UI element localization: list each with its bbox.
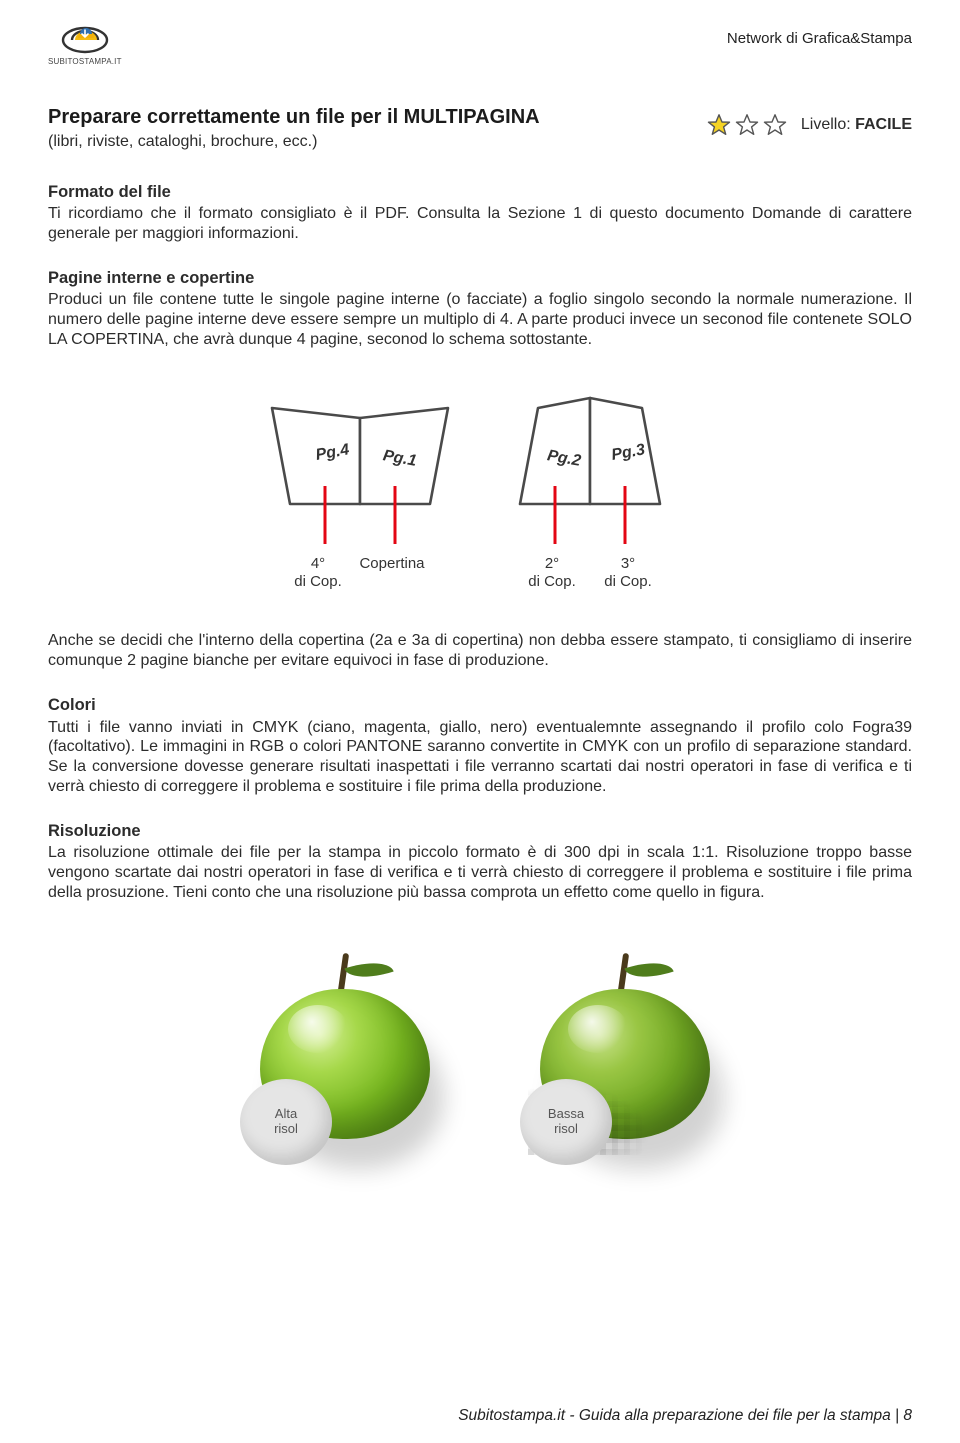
network-label: Network di Grafica&Stampa	[727, 30, 912, 49]
badge-high: Altarisol	[240, 1079, 332, 1165]
svg-text:3°: 3°	[621, 555, 635, 572]
section-body-pagine: Produci un file contene tutte le singole…	[48, 290, 912, 349]
logo-caption: SUBITOSTAMPA.IT	[48, 57, 122, 67]
difficulty-label: Livello: FACILE	[801, 115, 912, 135]
apple-low-res: Bassarisol	[510, 939, 730, 1169]
svg-text:di Cop.: di Cop.	[294, 573, 342, 590]
section-title-formato: Formato del file	[48, 182, 912, 202]
section-title-colori: Colori	[48, 695, 912, 715]
section-body-colori: Tutti i file vanno inviati in CMYK (cian…	[48, 718, 912, 797]
svg-text:2°: 2°	[545, 555, 559, 572]
footer: Subitostampa.it - Guida alla preparazion…	[458, 1406, 912, 1425]
stars-icon	[705, 111, 791, 139]
svg-text:di Cop.: di Cop.	[604, 573, 652, 590]
apple-high-res: Altarisol	[230, 939, 450, 1169]
page-title: Preparare correttamente un file per il M…	[48, 105, 540, 130]
svg-text:4°: 4°	[311, 555, 325, 572]
section-body-formato: Ti ricordiamo che il formato consigliato…	[48, 204, 912, 244]
cover-diagram: Pg.4Pg.1Pg.2Pg.34°di Cop.Copertina2°di C…	[220, 386, 740, 602]
logo: SUBITOSTAMPA.IT	[48, 16, 122, 67]
difficulty-prefix: Livello:	[801, 116, 855, 133]
svg-text:di Cop.: di Cop.	[528, 573, 576, 590]
section-title-risoluzione: Risoluzione	[48, 821, 912, 841]
section-title-pagine: Pagine interne e copertine	[48, 268, 912, 288]
badge-low: Bassarisol	[520, 1079, 612, 1165]
after-diagram-note: Anche se decidi che l'interno della cope…	[48, 631, 912, 671]
section-body-risoluzione: La risoluzione ottimale dei file per la …	[48, 843, 912, 902]
svg-text:Copertina: Copertina	[359, 555, 425, 572]
difficulty-value: FACILE	[855, 116, 912, 133]
resolution-illustration: Altarisol Bassarisol	[48, 939, 912, 1169]
page-subtitle: (libri, riviste, cataloghi, brochure, ec…	[48, 132, 540, 152]
difficulty: Livello: FACILE	[705, 111, 912, 139]
